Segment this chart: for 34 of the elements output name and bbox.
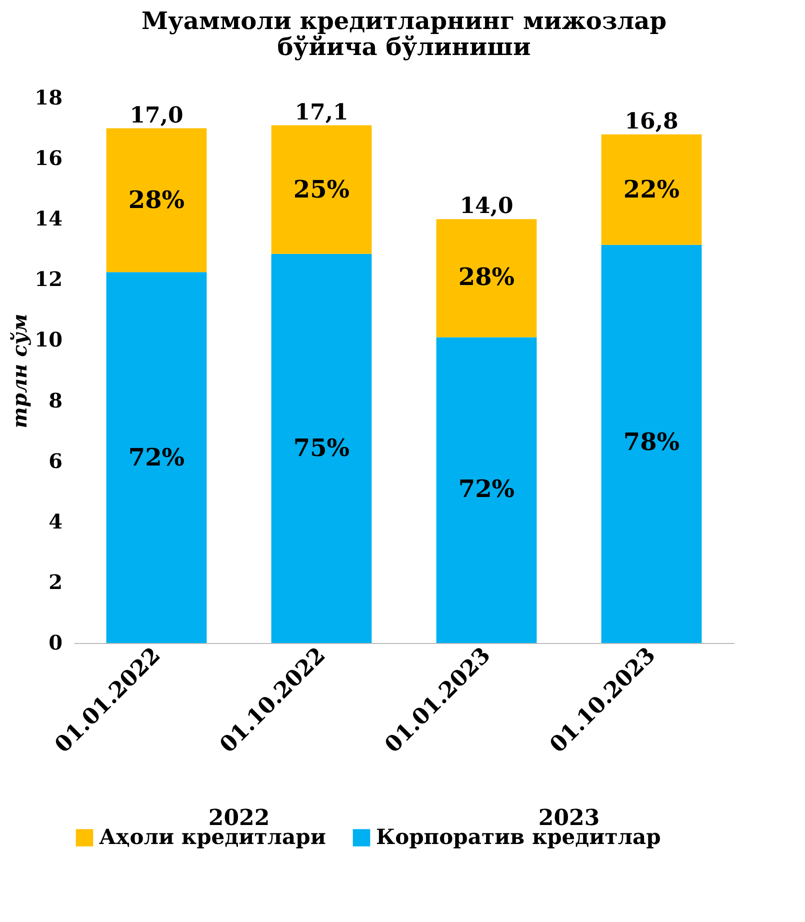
y-axis-title: трлн сўм <box>8 314 32 428</box>
y-tick-label: 14 <box>34 206 63 231</box>
annotation: 72% <box>128 442 185 472</box>
total-label: 14,0 <box>460 193 514 220</box>
text: 2023 <box>538 805 600 831</box>
text: 2022 <box>208 805 270 831</box>
annotation: 22% <box>623 174 680 204</box>
y-tick-label: 6 <box>48 448 62 473</box>
y-tick-label: 4 <box>48 509 63 534</box>
total-label: 16,8 <box>624 108 678 134</box>
bar <box>436 337 537 643</box>
bar <box>436 219 537 338</box>
annotation: 75% <box>293 433 350 462</box>
annotation: 25% <box>293 174 350 204</box>
bar <box>601 244 702 643</box>
y-tick-label: 2 <box>48 570 62 594</box>
bar <box>106 272 207 643</box>
y-tick-label: 16 <box>34 146 62 170</box>
total-label: 17,1 <box>294 99 348 126</box>
bar <box>106 128 207 272</box>
annotation: 72% <box>458 474 515 504</box>
y-tick-label: 0 <box>48 630 62 654</box>
y-tick-label: 12 <box>34 267 62 292</box>
annotation: 28% <box>458 262 515 292</box>
y-tick-label: 10 <box>34 328 62 352</box>
bar <box>601 134 702 245</box>
y-tick-label: 8 <box>48 388 62 412</box>
annotation: 28% <box>128 184 185 214</box>
chart-title: Муаммоли кредитларнинг мижозлар бўйича бўлиниши <box>141 6 667 61</box>
annotation: 78% <box>623 427 680 456</box>
bar <box>271 254 372 643</box>
y-tick-label: 18 <box>34 86 62 110</box>
total-label: 17,0 <box>130 102 184 128</box>
bar <box>271 125 372 254</box>
